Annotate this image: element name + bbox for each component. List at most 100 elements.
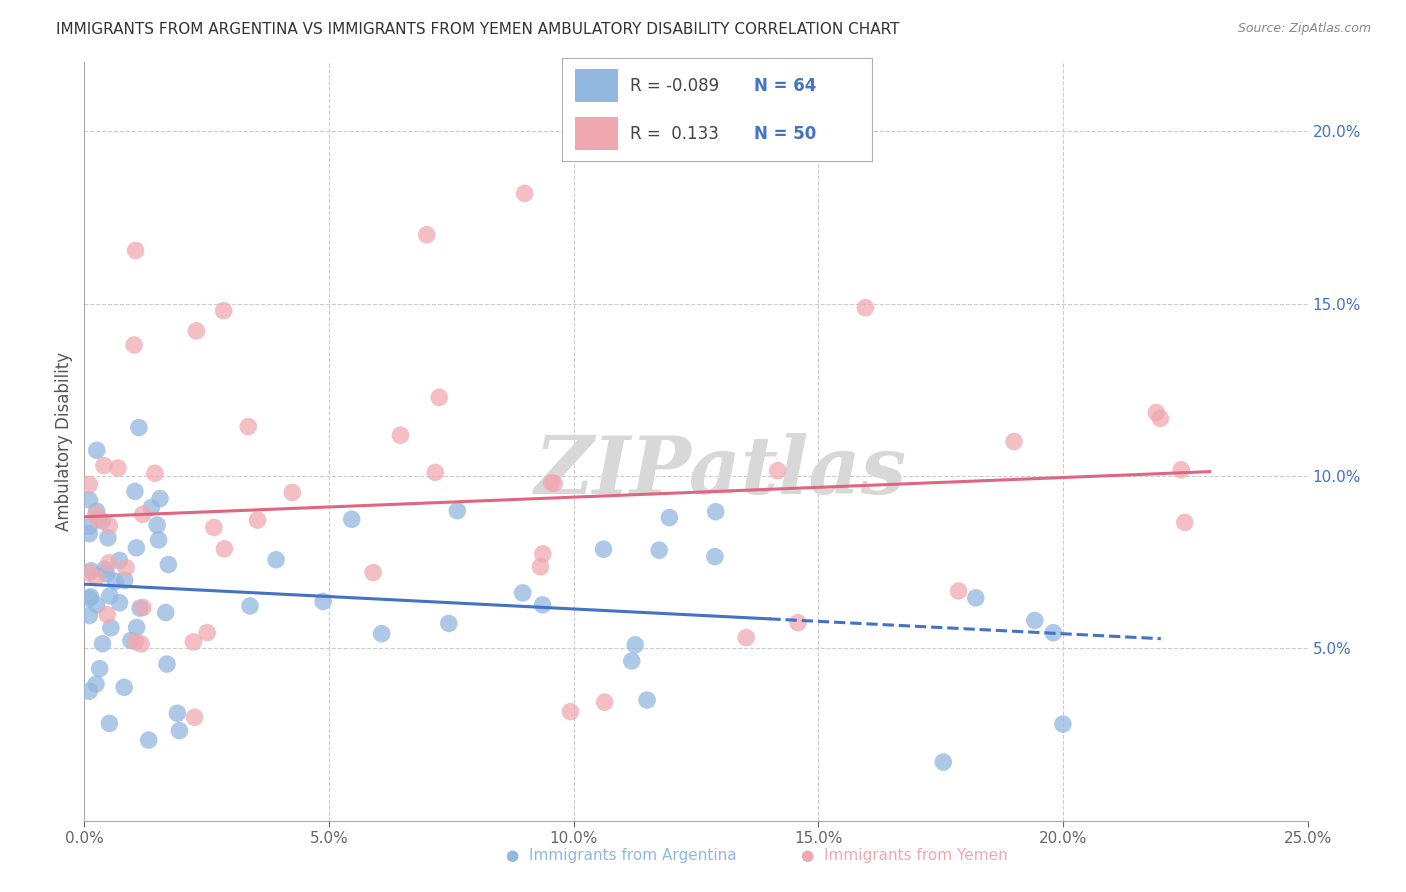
Point bbox=[91, 514, 114, 528]
Point bbox=[1052, 717, 1074, 731]
Point bbox=[107, 461, 129, 475]
Point bbox=[148, 533, 170, 547]
Point bbox=[560, 705, 582, 719]
Point bbox=[389, 428, 412, 442]
Point bbox=[853, 301, 876, 315]
Text: ●  Immigrants from Argentina: ● Immigrants from Argentina bbox=[506, 848, 737, 863]
Point bbox=[77, 684, 100, 698]
Point bbox=[149, 491, 172, 506]
Point bbox=[100, 621, 122, 635]
Point bbox=[624, 638, 647, 652]
Point bbox=[340, 512, 363, 526]
Point bbox=[1042, 625, 1064, 640]
Point bbox=[124, 484, 146, 499]
Point bbox=[238, 419, 260, 434]
Point bbox=[370, 626, 392, 640]
Point bbox=[312, 594, 335, 608]
Point bbox=[86, 443, 108, 458]
Point bbox=[94, 562, 117, 576]
Point bbox=[648, 543, 671, 558]
Point bbox=[104, 574, 127, 589]
Point bbox=[77, 566, 100, 580]
Point bbox=[620, 654, 643, 668]
Point bbox=[246, 513, 269, 527]
Point bbox=[932, 755, 955, 769]
Point bbox=[202, 520, 225, 534]
Text: Source: ZipAtlas.com: Source: ZipAtlas.com bbox=[1237, 22, 1371, 36]
Point bbox=[86, 504, 108, 518]
Point bbox=[146, 518, 169, 533]
Point bbox=[446, 503, 468, 517]
Point bbox=[86, 598, 108, 612]
Point bbox=[112, 680, 135, 694]
Point bbox=[239, 599, 262, 613]
Point bbox=[129, 637, 152, 651]
Point bbox=[79, 590, 101, 604]
Point bbox=[264, 553, 287, 567]
Point bbox=[96, 566, 118, 581]
Point bbox=[97, 531, 120, 545]
Point bbox=[281, 485, 304, 500]
Point bbox=[1174, 516, 1197, 530]
Point bbox=[1144, 406, 1167, 420]
Point bbox=[766, 464, 789, 478]
Text: N = 50: N = 50 bbox=[754, 125, 817, 143]
Point bbox=[91, 637, 114, 651]
Text: R = -0.089: R = -0.089 bbox=[630, 77, 720, 95]
Point bbox=[98, 518, 121, 533]
Point bbox=[98, 589, 121, 603]
Point bbox=[948, 583, 970, 598]
Point bbox=[77, 526, 100, 541]
Point bbox=[186, 324, 208, 338]
Point bbox=[114, 574, 136, 588]
Bar bbox=[575, 70, 619, 102]
Point bbox=[540, 475, 562, 490]
Point bbox=[98, 716, 121, 731]
Text: N = 64: N = 64 bbox=[754, 77, 817, 95]
Point bbox=[425, 466, 447, 480]
Point bbox=[128, 420, 150, 434]
Point bbox=[787, 615, 810, 630]
Point bbox=[212, 303, 235, 318]
Text: R =  0.133: R = 0.133 bbox=[630, 125, 720, 143]
Point bbox=[89, 662, 111, 676]
Point bbox=[124, 634, 146, 648]
Point bbox=[166, 706, 188, 721]
Point bbox=[124, 244, 146, 258]
Point bbox=[704, 505, 727, 519]
Point bbox=[156, 657, 179, 671]
Point bbox=[84, 508, 107, 522]
Point bbox=[143, 467, 166, 481]
Point bbox=[125, 620, 148, 634]
Point bbox=[84, 570, 107, 584]
Point bbox=[1149, 411, 1171, 425]
Point bbox=[512, 586, 534, 600]
Point bbox=[592, 542, 614, 557]
Point bbox=[593, 695, 616, 709]
Point bbox=[98, 556, 121, 570]
Point bbox=[529, 559, 551, 574]
Point bbox=[658, 510, 681, 524]
Point bbox=[1024, 614, 1046, 628]
Point bbox=[129, 601, 152, 615]
Point bbox=[157, 558, 180, 572]
Point bbox=[93, 458, 115, 473]
Point bbox=[120, 633, 142, 648]
Point bbox=[1170, 463, 1192, 477]
Point bbox=[361, 566, 384, 580]
Point bbox=[77, 591, 100, 606]
Point bbox=[80, 564, 103, 578]
Point bbox=[125, 541, 148, 555]
Point bbox=[132, 508, 155, 522]
Point bbox=[636, 693, 658, 707]
Point bbox=[214, 541, 236, 556]
Point bbox=[77, 477, 100, 491]
Text: IMMIGRANTS FROM ARGENTINA VS IMMIGRANTS FROM YEMEN AMBULATORY DISABILITY CORRELA: IMMIGRANTS FROM ARGENTINA VS IMMIGRANTS … bbox=[56, 22, 900, 37]
Point bbox=[87, 512, 110, 526]
Point bbox=[84, 677, 107, 691]
Point bbox=[96, 607, 118, 622]
Point bbox=[183, 710, 205, 724]
Point bbox=[703, 549, 725, 564]
Point bbox=[77, 519, 100, 533]
Point bbox=[735, 631, 758, 645]
